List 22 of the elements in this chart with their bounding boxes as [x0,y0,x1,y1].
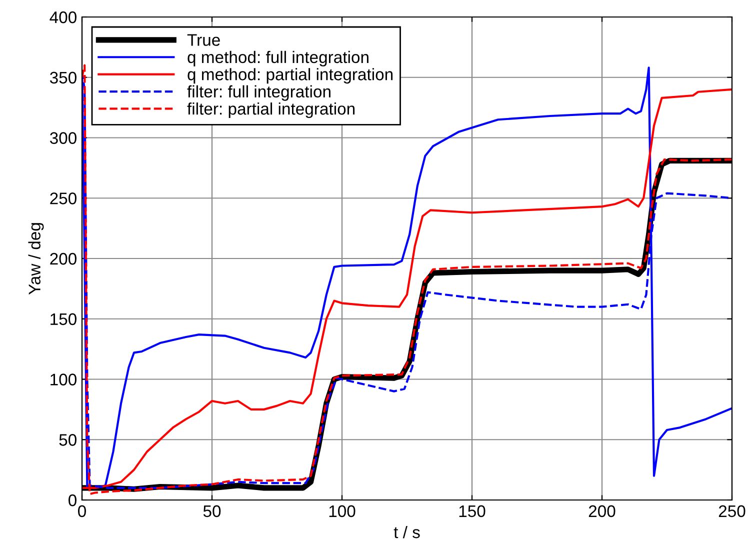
y-tick-label: 350 [50,72,76,84]
x-tick-label: 150 [459,505,486,518]
x-axis-title: t / s [394,526,420,538]
y-tick-label: 150 [50,313,76,326]
x-tick-label: 0 [78,505,86,518]
legend-label: True [187,34,220,46]
y-tick-label: 400 [50,11,76,24]
x-tick-label: 200 [588,505,616,518]
y-tick-label: 300 [50,132,76,144]
legend-label: filter: partial integration [187,102,355,118]
x-tick-label: 250 [718,505,746,518]
y-axis-title: Yaw / deg [28,223,44,295]
y-tick-label: 100 [50,374,76,386]
y-tick-label: 200 [50,252,76,265]
x-tick-label: 100 [329,505,356,518]
y-tick-label: 250 [50,192,76,204]
legend-label: q method: partial integration [188,68,393,84]
y-tick-label: 0 [68,494,76,506]
legend-label: q method: full integration [188,50,368,66]
y-tick-label: 50 [59,434,76,446]
legend-label: filter: full integration [187,85,330,101]
x-tick-label: 50 [203,505,221,518]
